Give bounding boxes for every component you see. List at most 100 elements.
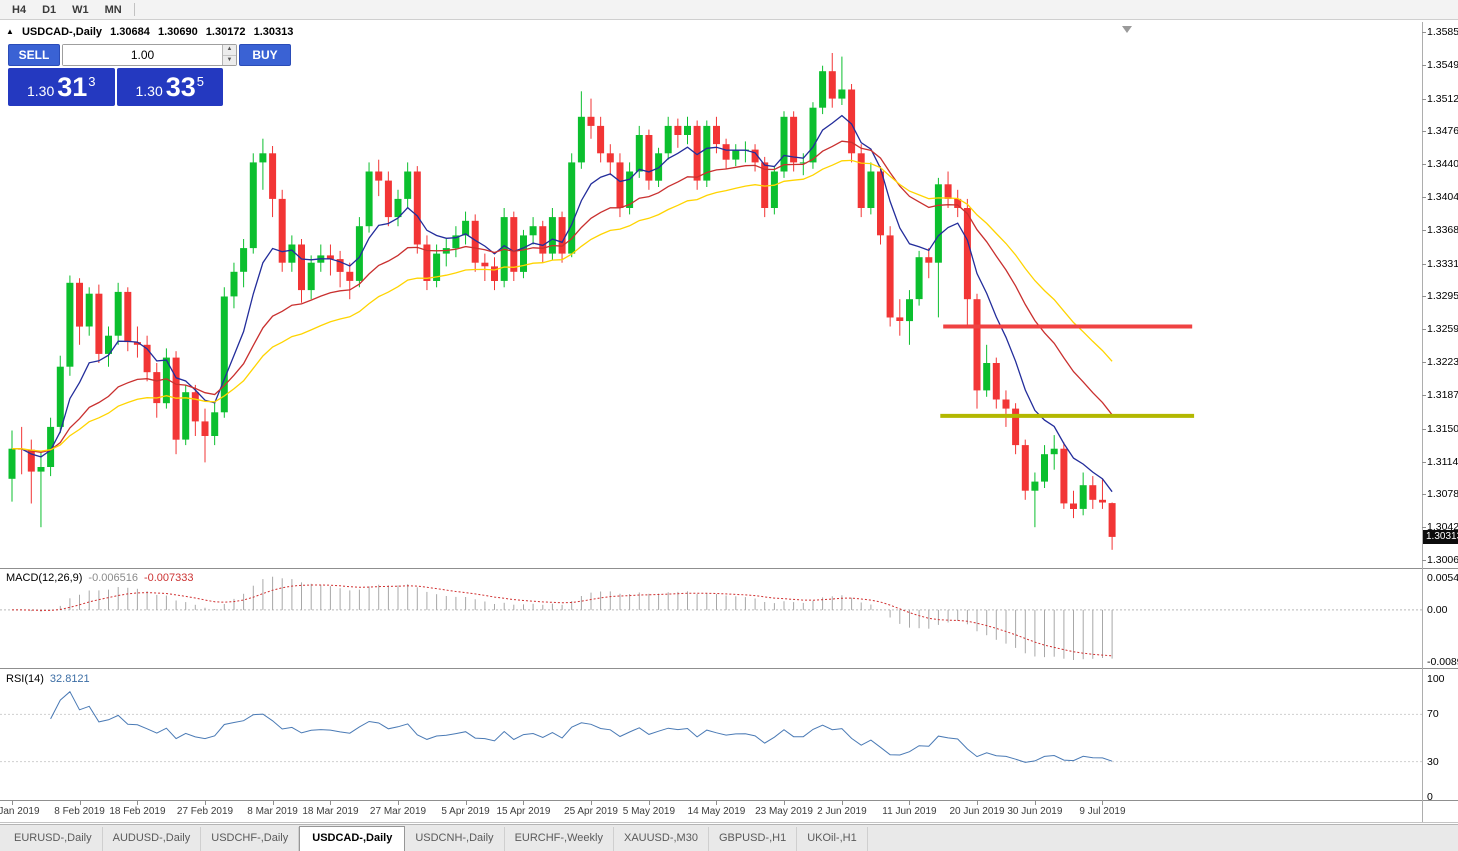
buy-price-display[interactable]: 1.30 33 5 [116,68,223,106]
sell-price-pips: 31 [57,72,88,102]
date-axis-label: 23 May 2019 [755,806,813,817]
price-axis-label: 1.32230 [1427,356,1458,369]
date-axis-tick [1034,801,1036,805]
macd-signal-line [12,584,1113,657]
price-axis-label: 1.34760 [1427,125,1458,138]
price-axis-tick [1422,461,1426,463]
date-axis-label: 11 Jun 2019 [882,806,937,817]
rsi-line [50,690,1113,763]
date-axis-tick [272,801,274,805]
price-axis-tick [1422,296,1426,298]
date-axis-label: 5 May 2019 [622,806,676,817]
date-axis-label: 9 Jul 2019 [1079,806,1126,817]
macd-histogram [30,576,1113,660]
chart-tab-xauusd-m30[interactable]: XAUUSD-,M30 [614,827,709,851]
date-axis-label: 8 Feb 2019 [54,806,105,817]
price-axis-label: 1.31870 [1427,388,1458,401]
buy-price-point: 5 [196,74,205,89]
date-axis-tick [716,801,718,805]
chart-symbol-label: USDCAD-,Daily [21,26,103,38]
date-axis-tick [523,801,525,805]
date-axis-tick [398,801,399,805]
ohlc-high-value: 1.30690 [157,26,198,38]
date-axis-tick [1102,801,1104,805]
chart-tab-eurchf-weekly[interactable]: EURCHF-,Weekly [505,827,614,851]
ohlc-open-value: 1.30684 [110,26,150,38]
date-axis-label: 14 May 2019 [687,806,746,817]
date-axis-label: 27 Mar 2019 [369,806,427,817]
tabbar-divider [0,822,1458,823]
candles-layer [8,53,1116,550]
timeframe-d1-button[interactable]: D1 [34,2,64,18]
current-price-tag: 1.30313 [1423,529,1458,544]
macd-signal-value: -0.007333 [143,572,194,584]
price-axis-divider [1422,22,1423,822]
price-axis-tick [1422,560,1426,561]
volume-input[interactable] [63,45,222,65]
date-axis-label: 18 Feb 2019 [109,806,166,817]
macd-axis-label: -0.008971 [1427,656,1458,668]
rsi-axis-label: 100 [1427,673,1445,685]
date-axis-label: 25 Apr 2019 [564,806,618,817]
date-axis-label: 30 Jun 2019 [1007,806,1063,817]
buy-price-pips: 33 [165,72,196,102]
date-axis-tick [909,801,911,805]
date-axis-tick [205,801,206,805]
rsi-axis-label: 0 [1427,791,1433,803]
date-axis-tick [137,801,139,805]
macd-panel-canvas[interactable] [0,570,1422,668]
date-axis-tick [12,801,13,805]
volume-increase-button[interactable]: ▲ [223,45,236,56]
sell-button[interactable]: SELL [8,44,60,66]
price-chart-canvas[interactable] [0,22,1422,568]
macd-axis-label: 0.005484 [1427,572,1458,584]
price-axis-label: 1.35490 [1427,58,1458,71]
date-axis-tick [330,801,332,805]
chart-tab-usdcad-daily[interactable]: USDCAD-,Daily [299,826,406,851]
price-axis-tick [1422,98,1426,100]
date-axis-label: 18 Mar 2019 [302,806,359,817]
price-axis-label: 1.32590 [1427,323,1458,336]
price-axis-tick [1422,229,1426,231]
sell-price-display[interactable]: 1.30 31 3 [8,68,115,106]
buy-button[interactable]: BUY [239,44,291,66]
timeframe-w1-button[interactable]: W1 [64,2,97,18]
price-axis-tick [1422,32,1426,33]
rsi-panel-canvas[interactable] [0,670,1422,800]
panel-divider[interactable] [0,568,1458,569]
chart-shift-icon[interactable] [1122,26,1132,33]
date-axis-label: 8 Mar 2019 [247,806,298,817]
date-axis-tick [648,801,650,805]
price-axis-tick [1422,494,1426,496]
chart-tab-audusd-daily[interactable]: AUDUSD-,Daily [103,827,202,851]
chart-tab-usdchf-daily[interactable]: USDCHF-,Daily [201,827,300,851]
price-axis-label: 1.34040 [1427,191,1458,204]
price-axis-label: 1.31500 [1427,422,1458,435]
chart-tab-gbpusd-h1[interactable]: GBPUSD-,H1 [709,827,798,851]
price-axis-label: 1.35120 [1427,92,1458,105]
timeframe-mn-button[interactable]: MN [97,2,130,18]
price-axis-tick [1422,197,1426,199]
chart-tab-ukoil-h1[interactable]: UKOil-,H1 [797,827,868,851]
date-axis-tick [465,801,467,805]
rsi-name: RSI(14) [6,673,44,685]
macd-name: MACD(12,26,9) [6,572,83,584]
price-axis-label: 1.30060 [1427,554,1458,566]
timeframe-toolbar: H4 D1 W1 MN [0,0,1458,20]
price-axis-label: 1.35850 [1427,26,1458,38]
sell-price-prefix: 1.30 [26,83,55,99]
chart-tab-eurusd-daily[interactable]: EURUSD-,Daily [4,827,103,851]
volume-decrease-button[interactable]: ▼ [223,55,236,65]
timeframe-h4-button[interactable]: H4 [4,2,34,18]
panel-divider[interactable] [0,668,1458,669]
trade-panel-collapse-icon[interactable]: ▲ [6,27,14,36]
rsi-value: 32.8121 [49,673,90,685]
rsi-axis-label: 30 [1427,755,1439,768]
buy-price-prefix: 1.30 [135,83,163,99]
chart-tab-usdcnh-daily[interactable]: USDCNH-,Daily [405,827,505,851]
macd-axis-label: 0.00 [1427,603,1448,616]
price-axis-tick [1422,428,1426,430]
volume-spinner: ▲ ▼ [222,45,236,65]
date-axis-tick [784,801,785,805]
